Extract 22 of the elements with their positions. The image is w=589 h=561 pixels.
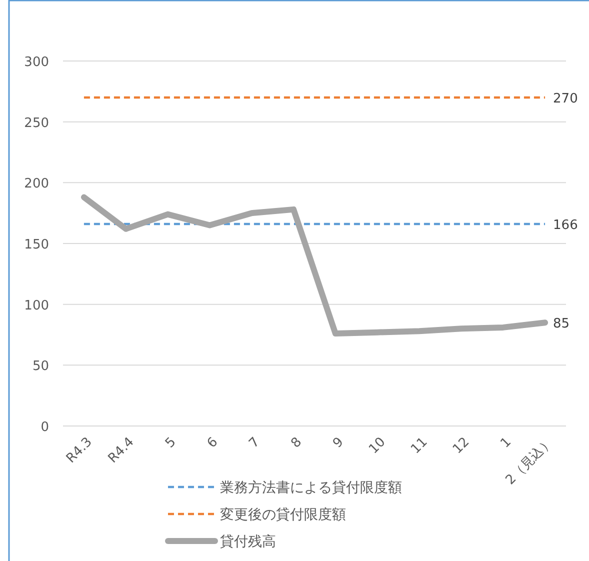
x-tick-label: 5 bbox=[162, 434, 180, 452]
y-tick-label: 300 bbox=[24, 55, 49, 70]
data-label: 270 bbox=[553, 92, 578, 106]
legend-label: 貸付残高 bbox=[220, 534, 276, 550]
data-label: 85 bbox=[553, 316, 570, 332]
y-tick-label: 50 bbox=[32, 359, 49, 374]
y-tick-label: 200 bbox=[24, 176, 49, 192]
data-label: 166 bbox=[553, 218, 578, 234]
x-tick-label: 6 bbox=[204, 434, 222, 452]
x-tick-label: 1 bbox=[498, 434, 514, 452]
legend-label: 変更後の貸付限度額 bbox=[220, 507, 346, 523]
legend-label: 業務方法書による貸付限度額 bbox=[220, 480, 402, 496]
x-tick-label: 8 bbox=[288, 434, 305, 452]
x-tick-label: 10 bbox=[366, 434, 389, 458]
x-tick-label: 12 bbox=[450, 434, 473, 458]
x-tick-label: 7 bbox=[246, 434, 263, 452]
y-tick-label: 150 bbox=[24, 238, 49, 252]
x-tick-label: 11 bbox=[408, 434, 431, 458]
x-tick-label: 9 bbox=[330, 434, 347, 452]
y-tick-label: 0 bbox=[40, 420, 49, 435]
y-tick-label: 250 bbox=[24, 116, 49, 131]
y-tick-label: 100 bbox=[24, 298, 49, 314]
